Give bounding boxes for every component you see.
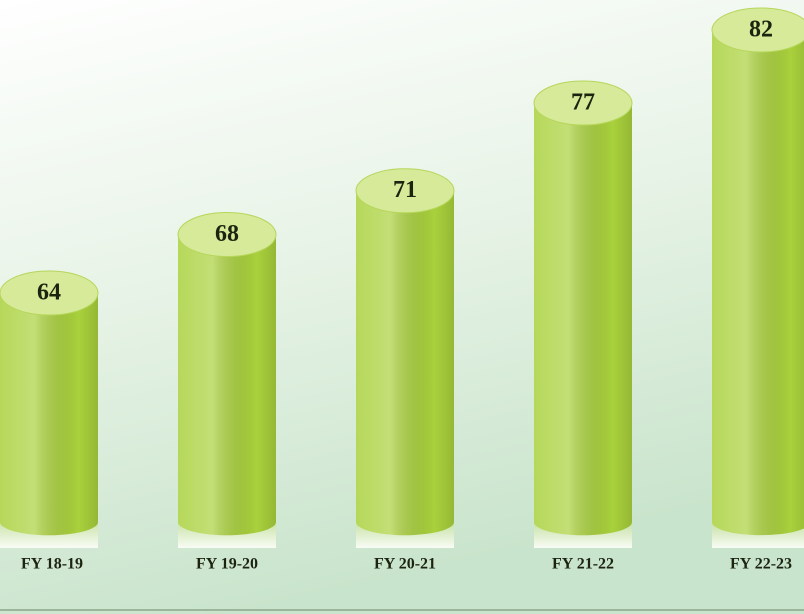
bar-top [711, 7, 804, 53]
x-tick-label: FY 19-20 [196, 556, 258, 573]
bar-top [533, 80, 633, 126]
x-tick-label: FY 22-23 [730, 556, 792, 573]
bar-shade [712, 30, 804, 536]
bar-shade [0, 293, 98, 536]
value-label: 82 [749, 17, 773, 43]
bar-top [0, 270, 99, 316]
bar-top [177, 212, 277, 258]
x-tick-label: FY 18-19 [21, 556, 83, 573]
bar-shade [178, 234, 276, 536]
value-label: 64 [37, 280, 61, 306]
x-tick-label: FY 20-21 [374, 556, 436, 573]
value-label: 68 [215, 221, 239, 247]
bar-shade [356, 190, 454, 536]
value-label: 71 [393, 177, 417, 203]
bar-shade [534, 103, 632, 536]
bars: 64 FY 18-19 68 FY 19-20 71 FY 20-21 77 FY 21-22… [0, 7, 804, 573]
x-tick-label: FY 21-22 [552, 556, 614, 573]
bar-top [355, 168, 455, 214]
value-label: 77 [571, 90, 595, 116]
